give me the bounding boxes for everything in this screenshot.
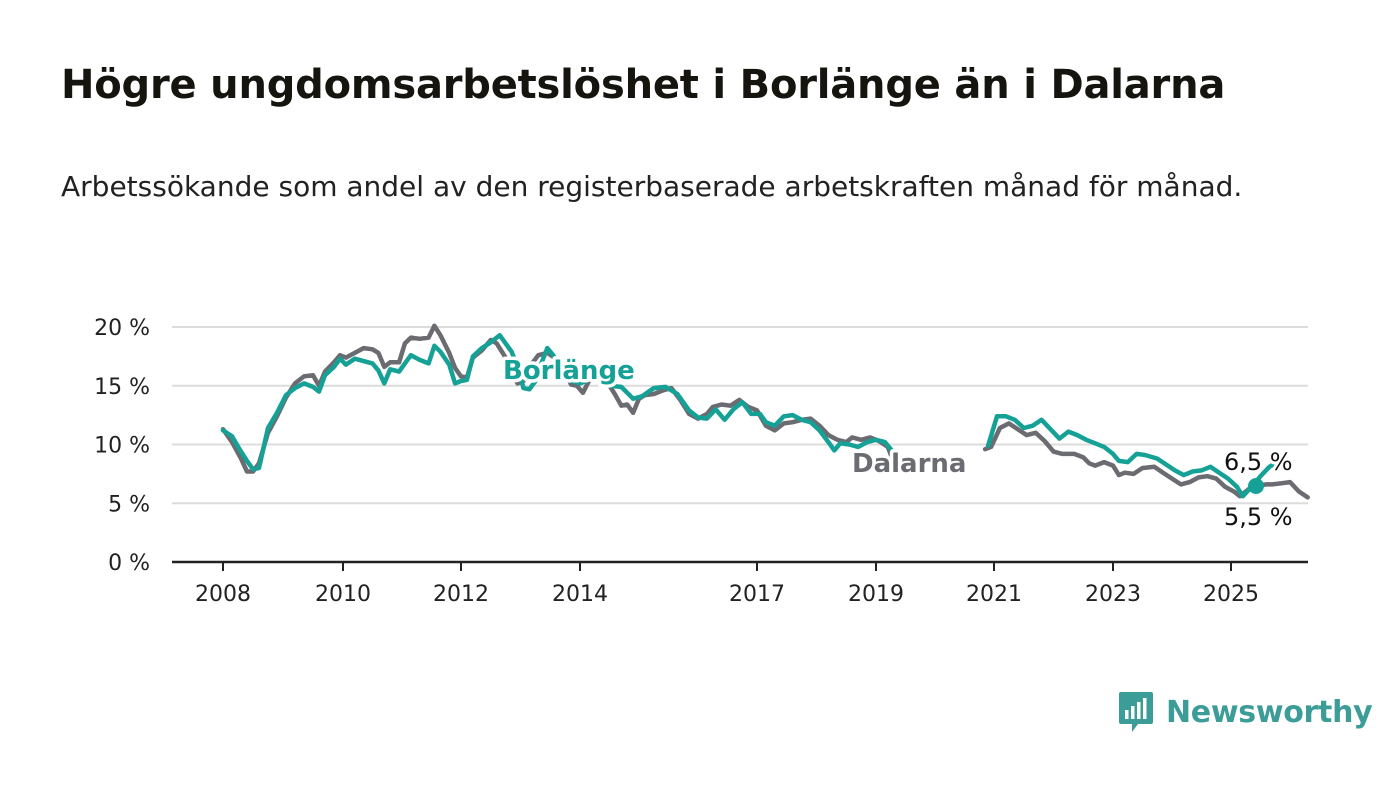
y-tick-label: 0 % <box>108 551 150 576</box>
end-value-borlange: 6,5 % <box>1224 448 1293 476</box>
series-line-borl-nge <box>220 332 911 472</box>
series-lines <box>220 323 1310 500</box>
x-tick-label: 2019 <box>848 582 904 607</box>
brand-name: Newsworthy <box>1166 694 1373 730</box>
gridlines <box>172 326 1308 564</box>
x-tick-label: 2023 <box>1085 582 1141 607</box>
newsworthy-logo-icon <box>1119 692 1153 732</box>
x-tick-label: 2010 <box>315 582 371 607</box>
end-marker-borlange <box>1248 478 1264 494</box>
x-axis-ticks: 2008 2010 2012 2014 2017 2019 2021 2023 2025 <box>195 562 1259 607</box>
series-line-borl-nge <box>985 414 1278 499</box>
x-tick-label: 2017 <box>729 582 785 607</box>
x-tick-label: 2014 <box>552 582 608 607</box>
x-tick-label: 2021 <box>966 582 1022 607</box>
y-tick-label: 15 % <box>94 375 150 400</box>
end-value-dalarna: 5,5 % <box>1224 503 1293 531</box>
chart-title: Högre ungdomsarbetslöshet i Borlänge än … <box>61 62 1226 108</box>
series-line-dalarna <box>220 323 911 474</box>
y-tick-label: 10 % <box>94 434 150 459</box>
y-tick-label: 20 % <box>94 316 150 341</box>
series-label-dalarna: Dalarna <box>852 449 966 479</box>
y-axis-ticks: 0 % 5 % 10 % 15 % 20 % <box>94 316 150 576</box>
x-tick-label: 2025 <box>1203 582 1259 607</box>
x-tick-label: 2008 <box>195 582 251 607</box>
newsworthy-logo: Newsworthy <box>1118 690 1373 734</box>
x-tick-label: 2012 <box>433 582 489 607</box>
series-label-borlange: Borlänge <box>503 356 635 386</box>
y-tick-label: 5 % <box>108 492 150 517</box>
chart-subtitle: Arbetssökande som andel av den registerb… <box>61 170 1243 203</box>
series-labels: Borlänge Dalarna 6,5 % 5,5 % <box>500 353 1296 535</box>
